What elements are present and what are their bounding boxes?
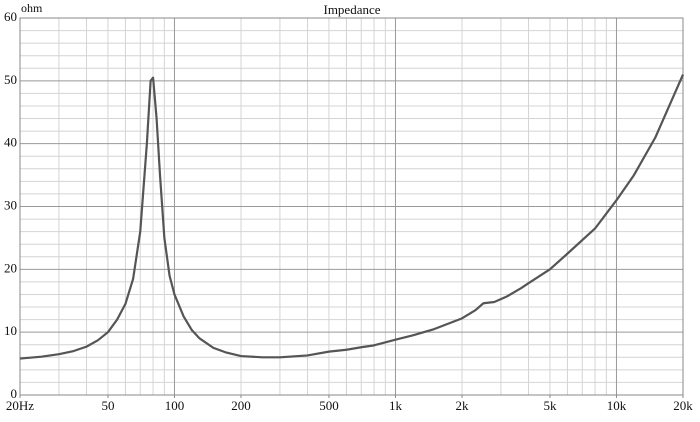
impedance-line — [19, 74, 685, 360]
x-tick-label: 1k — [389, 398, 403, 413]
y-tick-label: 30 — [4, 197, 17, 212]
x-tick-label: 2k — [456, 398, 470, 413]
y-axis-label: ohm — [21, 1, 43, 15]
plot-border — [19, 17, 684, 396]
x-tick-label: 100 — [165, 398, 185, 413]
x-tick-label: 200 — [231, 398, 251, 413]
y-tick-label: 0 — [11, 386, 18, 401]
x-tick-label: 20Hz — [6, 398, 34, 413]
x-tick-label: 50 — [101, 398, 114, 413]
x-tick-label: 5k — [543, 398, 557, 413]
chart-title: Impedance — [323, 2, 380, 17]
x-tick-label: 20k — [673, 398, 693, 413]
x-tick-label: 10k — [607, 398, 627, 413]
y-tick-label: 20 — [4, 260, 17, 275]
y-tick-label: 10 — [4, 323, 17, 338]
y-tick-label: 40 — [4, 135, 17, 150]
x-tick-label: 500 — [319, 398, 339, 413]
y-tick-label: 60 — [4, 9, 17, 24]
y-tick-label: 50 — [4, 72, 17, 87]
